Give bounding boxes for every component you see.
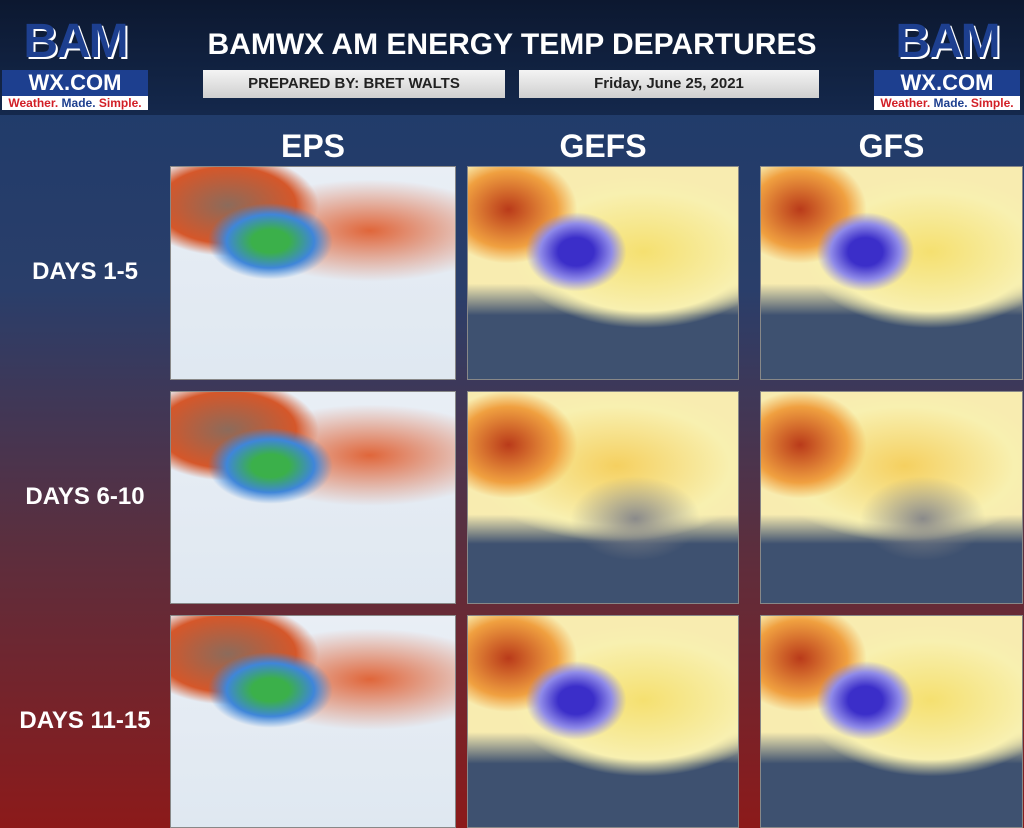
logo: BAM WX.COM Weather. Made. Simple. xyxy=(2,8,148,110)
row-header: DAYS 6-10 xyxy=(25,482,145,510)
forecast-map xyxy=(170,391,456,604)
forecast-map xyxy=(467,615,739,828)
column-header: EPS xyxy=(280,128,346,164)
tagline: Weather. xyxy=(880,96,931,110)
logo: BAM WX.COM Weather. Made. Simple. xyxy=(874,8,1020,110)
row-header: DAYS 11-15 xyxy=(19,706,151,734)
forecast-map xyxy=(760,391,1023,604)
prepared-by: PREPARED BY: BRET WALTS xyxy=(203,70,505,98)
column-header: GEFS xyxy=(559,128,647,164)
forecast-map xyxy=(760,615,1023,828)
header xyxy=(0,0,1024,115)
forecast-map xyxy=(760,166,1023,380)
logo-mark: BAM xyxy=(895,15,1000,68)
forecast-map xyxy=(170,615,456,828)
tagline: Simple. xyxy=(970,96,1014,110)
column-header: GFS xyxy=(858,128,925,164)
title: BAMWX AM ENERGY TEMP DEPARTURES xyxy=(207,28,817,61)
tagline: Made. xyxy=(61,96,96,110)
tagline: Made. xyxy=(933,96,968,110)
logo-tagline: Weather. Made. Simple. xyxy=(2,96,148,110)
date: Friday, June 25, 2021 xyxy=(519,70,819,98)
forecast-map xyxy=(467,391,739,604)
tagline: Weather. xyxy=(8,96,59,110)
logo-site: WX.COM xyxy=(2,70,148,96)
row-header: DAYS 1-5 xyxy=(32,258,138,285)
tagline: Simple. xyxy=(98,96,142,110)
forecast-map xyxy=(170,166,456,380)
logo-tagline: Weather. Made. Simple. xyxy=(874,96,1020,110)
logo-site: WX.COM xyxy=(874,70,1020,96)
logo-mark: BAM xyxy=(23,15,128,68)
forecast-map xyxy=(467,166,739,380)
